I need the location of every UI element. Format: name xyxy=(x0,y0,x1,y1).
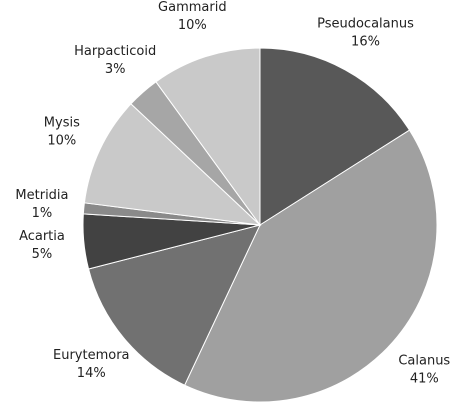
slice-value-label: 14% xyxy=(77,366,106,381)
slice-value-label: 10% xyxy=(178,18,207,33)
pie-slice xyxy=(87,224,261,386)
pie-slice xyxy=(259,47,411,226)
slice-label: Acartia xyxy=(19,229,65,244)
slice-value-label: 5% xyxy=(32,247,53,262)
slice-value-label: 41% xyxy=(410,371,439,386)
slice-label: Calanus xyxy=(398,353,450,368)
slice-label: Mysis xyxy=(44,115,80,130)
slice-label: Pseudocalanus xyxy=(317,17,414,32)
slice-label: Metridia xyxy=(15,188,68,203)
slice-value-label: 1% xyxy=(32,206,53,221)
pie-slice xyxy=(83,103,262,226)
slice-label: Gammarid xyxy=(158,0,227,15)
slice-value-label: 3% xyxy=(105,62,126,77)
pie-slice xyxy=(155,47,261,227)
pie-slice xyxy=(183,129,438,403)
slice-label: Eurytemora xyxy=(53,348,130,363)
slice-label: Harpacticoid xyxy=(74,44,156,59)
slice-value-label: 16% xyxy=(351,35,380,50)
slice-value-label: 10% xyxy=(47,133,76,148)
